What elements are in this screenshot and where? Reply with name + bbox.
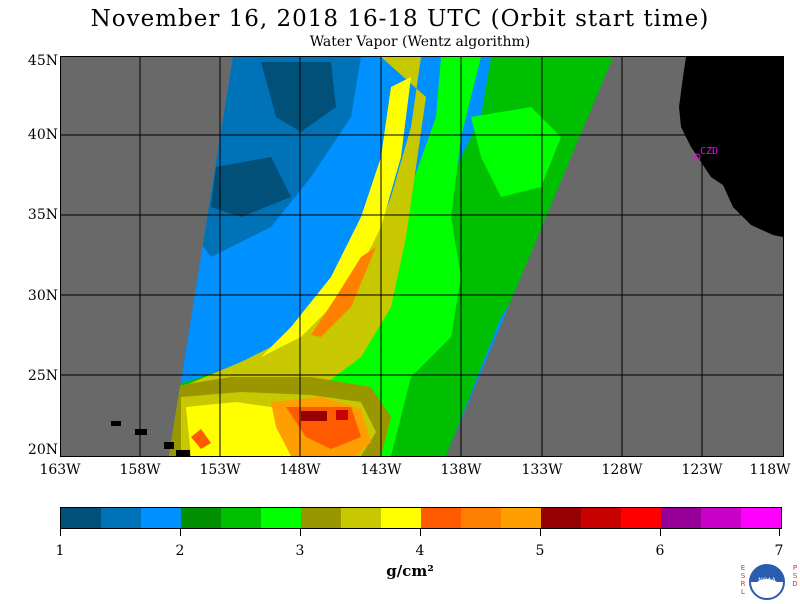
lon-label-118w: 118W bbox=[749, 462, 791, 478]
station-marker bbox=[693, 153, 701, 161]
hawaii-islands bbox=[111, 421, 190, 456]
esrl-text: ESRL bbox=[739, 564, 747, 596]
colorbar-segment bbox=[261, 508, 301, 528]
colorbar-segment bbox=[301, 508, 341, 528]
colorbar-tick bbox=[300, 528, 301, 536]
colorbar-segment bbox=[101, 508, 141, 528]
colorbar-label-7: 7 bbox=[774, 543, 784, 559]
lon-label-128w: 128W bbox=[601, 462, 643, 478]
colorbar-segment bbox=[61, 508, 101, 528]
lat-label-25n: 25N bbox=[27, 368, 58, 384]
colorbar-segment bbox=[181, 508, 221, 528]
water-vapor-map bbox=[60, 56, 784, 457]
colorbar-label-2: 2 bbox=[175, 543, 185, 559]
lat-label-30n: 30N bbox=[27, 288, 58, 304]
colorbar-segment bbox=[581, 508, 621, 528]
lon-label-123w: 123W bbox=[681, 462, 723, 478]
colorbar-segment bbox=[701, 508, 741, 528]
lat-label-20n: 20N bbox=[27, 442, 58, 458]
colorbar-tick bbox=[60, 528, 61, 536]
lat-label-35n: 35N bbox=[27, 207, 58, 223]
station-label-czd: CZD bbox=[700, 146, 719, 157]
lon-label-163w: 163W bbox=[39, 462, 81, 478]
colorbar-segment bbox=[221, 508, 261, 528]
colorbar-segment bbox=[341, 508, 381, 528]
map-subtitle: Water Vapor (Wentz algorithm) bbox=[309, 34, 531, 50]
colorbar-segment bbox=[421, 508, 461, 528]
colorbar-label-3: 3 bbox=[295, 543, 305, 559]
graticule bbox=[61, 57, 783, 456]
colorbar-segment bbox=[661, 508, 701, 528]
colorbar-segment bbox=[381, 508, 421, 528]
colorbar-segment bbox=[541, 508, 581, 528]
noaa-logo: NOAA ESRL PSD bbox=[736, 560, 799, 600]
colorbar-label-5: 5 bbox=[535, 543, 545, 559]
colorbar-segment bbox=[621, 508, 661, 528]
colorbar-label-1: 1 bbox=[55, 543, 65, 559]
colorbar bbox=[60, 507, 782, 529]
noaa-emblem-icon: NOAA bbox=[749, 564, 785, 600]
colorbar-tick bbox=[779, 528, 780, 536]
colorbar-tick bbox=[420, 528, 421, 536]
map-canvas bbox=[61, 57, 783, 456]
lon-label-148w: 148W bbox=[279, 462, 321, 478]
north-america-land bbox=[679, 57, 783, 237]
lat-label-45n: 45N bbox=[27, 53, 58, 69]
colorbar-tick bbox=[180, 528, 181, 536]
esrl-vertical-label: ESRL bbox=[738, 564, 747, 599]
lon-label-153w: 153W bbox=[199, 462, 241, 478]
lon-label-143w: 143W bbox=[360, 462, 402, 478]
colorbar-tick bbox=[540, 528, 541, 536]
psd-text: PSD bbox=[791, 564, 799, 588]
water-vapor-swath bbox=[169, 57, 613, 456]
noaa-logo-text: NOAA bbox=[758, 577, 776, 584]
lon-label-158w: 158W bbox=[119, 462, 161, 478]
psd-vertical-label: PSD bbox=[790, 564, 799, 591]
colorbar-unit: g/cm² bbox=[386, 562, 434, 580]
lat-label-40n: 40N bbox=[27, 127, 58, 143]
lon-label-133w: 133W bbox=[521, 462, 563, 478]
colorbar-label-6: 6 bbox=[655, 543, 665, 559]
map-title: November 16, 2018 16-18 UTC (Orbit start… bbox=[90, 6, 710, 32]
colorbar-label-4: 4 bbox=[415, 543, 425, 559]
colorbar-segment bbox=[461, 508, 501, 528]
colorbar-segment bbox=[141, 508, 181, 528]
lon-label-138w: 138W bbox=[440, 462, 482, 478]
colorbar-segment bbox=[741, 508, 781, 528]
colorbar-segment bbox=[501, 508, 541, 528]
colorbar-tick bbox=[660, 528, 661, 536]
